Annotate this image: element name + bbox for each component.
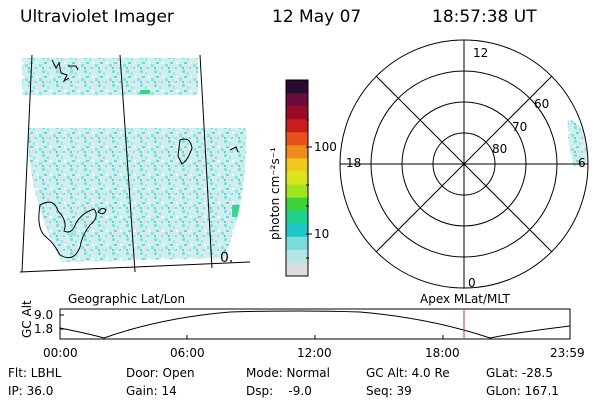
coastline <box>38 59 239 259</box>
colorbar-band <box>286 80 308 94</box>
status-glat: GLat: -28.5 <box>486 366 553 380</box>
lat-label-70: 70 <box>512 120 528 134</box>
polar-caption: Apex MLat/MLT <box>420 292 510 306</box>
colorbar-band <box>286 132 308 146</box>
xtick-1800: 18:00 <box>425 346 460 360</box>
lat-label-60: 60 <box>534 97 550 111</box>
polar-grid <box>339 39 589 289</box>
altitude-ylabel: GC Alt <box>20 300 34 338</box>
status-mode: Mode: Normal <box>246 366 330 380</box>
xtick-1200: 12:00 <box>297 346 332 360</box>
colorbar-band <box>286 184 308 199</box>
instrument-title: Ultraviolet Imager <box>20 7 174 27</box>
colorbar-ticks <box>306 119 312 259</box>
colorbar-tick-10: 10 <box>314 227 330 241</box>
time-label: 18:57:38 UT <box>432 7 537 27</box>
colorbar-band <box>286 119 308 133</box>
status-door: Door: Open <box>126 366 195 380</box>
mlt-label-18: 18 <box>346 156 362 170</box>
xtick-0000: 00:00 <box>43 346 78 360</box>
lat-label-80: 80 <box>492 142 508 156</box>
colorbar <box>286 80 308 277</box>
colorbar-band <box>286 197 308 212</box>
status-dsp: Dsp: -9.0 <box>246 384 312 398</box>
status-gain: Gain: 14 <box>126 384 177 398</box>
altitude-ytick-high: 9.0 <box>34 308 54 322</box>
status-gc-alt: GC Alt: 4.0 Re <box>366 366 450 380</box>
mlt-label-12: 12 <box>473 46 489 60</box>
mlt-label-6: 6 <box>578 156 586 170</box>
colorbar-frame <box>285 79 309 277</box>
colorbar-band <box>286 93 308 107</box>
colorbar-band <box>286 223 308 238</box>
xtick-0600: 06:00 <box>170 346 205 360</box>
colorbar-tick-100: 100 <box>314 140 337 154</box>
colorbar-band <box>286 236 308 251</box>
status-ip: IP: 36.0 <box>8 384 54 398</box>
xtick-2359: 23:59 <box>550 346 585 360</box>
colorbar-band <box>286 262 308 277</box>
polar-data <box>567 118 588 166</box>
altitude-ytick-low: 1.8 <box>34 322 54 336</box>
mlt-label-0: 0 <box>468 276 476 290</box>
map-small-label: 0. <box>220 250 233 266</box>
status-flt: Flt: LBHL <box>8 366 62 380</box>
geographic-grid <box>19 54 251 273</box>
left-map-caption: Geographic Lat/Lon <box>68 292 186 306</box>
status-seq: Seq: 39 <box>366 384 412 398</box>
date-label: 12 May 07 <box>272 7 362 27</box>
colorbar-band <box>286 249 308 264</box>
colorbar-band <box>286 171 308 186</box>
colorbar-band <box>286 158 308 172</box>
colorbar-band <box>286 106 308 120</box>
colorbar-band <box>286 145 308 159</box>
altitude-curve <box>59 310 571 339</box>
status-glon: GLon: 167.1 <box>486 384 559 398</box>
colorbar-band <box>286 210 308 225</box>
